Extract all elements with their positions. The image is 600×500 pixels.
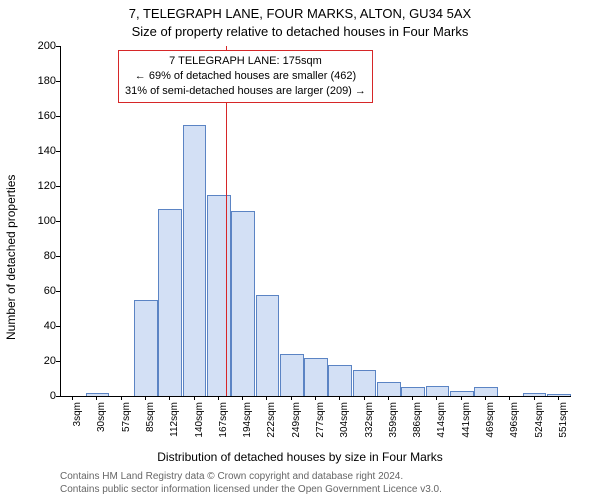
histogram-bar [231,211,255,397]
xtick-mark [266,396,267,400]
xtick-mark [558,396,559,400]
ytick-mark [56,361,60,362]
ytick-label: 200 [38,40,56,52]
xtick-mark [339,396,340,400]
xtick-mark [364,396,365,400]
xtick-mark [121,396,122,400]
ytick-mark [56,221,60,222]
annotation-line: ← 69% of detached houses are smaller (46… [125,69,366,84]
annotation-box: 7 TELEGRAPH LANE: 175sqm← 69% of detache… [118,50,373,103]
histogram-bar [183,125,207,396]
xtick-label: 57sqm [121,402,132,432]
histogram-bar [547,394,571,396]
footnote-line2: Contains public sector information licen… [60,483,442,496]
xtick-label: 414sqm [436,402,447,438]
ytick-label: 40 [44,320,56,332]
histogram-bar [474,387,498,396]
xtick-mark [242,396,243,400]
xtick-label: 441sqm [461,402,472,438]
xtick-label: 496sqm [509,402,520,438]
footnote-line1: Contains HM Land Registry data © Crown c… [60,470,442,483]
histogram-bar [450,391,474,396]
xtick-label: 249sqm [291,402,302,438]
xtick-label: 386sqm [412,402,423,438]
xtick-mark [218,396,219,400]
y-axis-label: Number of detached properties [4,175,18,340]
xtick-label: 524sqm [534,402,545,438]
xtick-label: 167sqm [218,402,229,438]
ytick-label: 160 [38,110,56,122]
xtick-label: 30sqm [96,402,107,432]
xtick-mark [509,396,510,400]
ytick-mark [56,46,60,47]
xtick-label: 304sqm [339,402,350,438]
xtick-label: 112sqm [169,402,180,437]
xtick-mark [388,396,389,400]
ytick-label: 60 [44,285,56,297]
xtick-label: 3sqm [72,402,83,426]
xtick-mark [291,396,292,400]
annotation-line: 7 TELEGRAPH LANE: 175sqm [125,54,366,69]
ytick-mark [56,256,60,257]
xtick-label: 194sqm [242,402,253,438]
ytick-label: 100 [38,215,56,227]
ytick-mark [56,396,60,397]
ytick-label: 180 [38,75,56,87]
chart-title-address: 7, TELEGRAPH LANE, FOUR MARKS, ALTON, GU… [0,6,600,21]
histogram-bar [401,387,425,396]
ytick-label: 80 [44,250,56,262]
xtick-mark [534,396,535,400]
ytick-mark [56,326,60,327]
xtick-mark [145,396,146,400]
xtick-label: 551sqm [558,402,569,438]
histogram-bar [134,300,158,396]
histogram-bar [377,382,401,396]
histogram-bar [158,209,182,396]
xtick-label: 332sqm [364,402,375,438]
ytick-label: 120 [38,180,56,192]
histogram-bar [207,195,231,396]
xtick-label: 359sqm [388,402,399,438]
ytick-label: 140 [38,145,56,157]
xtick-mark [436,396,437,400]
xtick-mark [461,396,462,400]
xtick-mark [485,396,486,400]
xtick-mark [169,396,170,400]
ytick-mark [56,186,60,187]
xtick-label: 469sqm [485,402,496,438]
ytick-mark [56,291,60,292]
xtick-mark [194,396,195,400]
ytick-label: 20 [44,355,56,367]
ytick-mark [56,151,60,152]
xtick-label: 140sqm [194,402,205,438]
x-axis-label: Distribution of detached houses by size … [0,450,600,464]
histogram-bar [426,386,450,397]
xtick-mark [72,396,73,400]
histogram-bar [280,354,304,396]
xtick-label: 85sqm [145,402,156,432]
histogram-bar [256,295,280,397]
ytick-mark [56,81,60,82]
histogram-bar [353,370,377,396]
xtick-label: 277sqm [315,402,326,438]
xtick-label: 222sqm [266,402,277,438]
histogram-bar [328,365,352,397]
annotation-line: 31% of semi-detached houses are larger (… [125,84,366,99]
ytick-mark [56,116,60,117]
xtick-mark [96,396,97,400]
chart-subtitle: Size of property relative to detached ho… [0,24,600,39]
footnote: Contains HM Land Registry data © Crown c… [60,470,442,496]
xtick-mark [412,396,413,400]
xtick-mark [315,396,316,400]
histogram-bar [304,358,328,397]
